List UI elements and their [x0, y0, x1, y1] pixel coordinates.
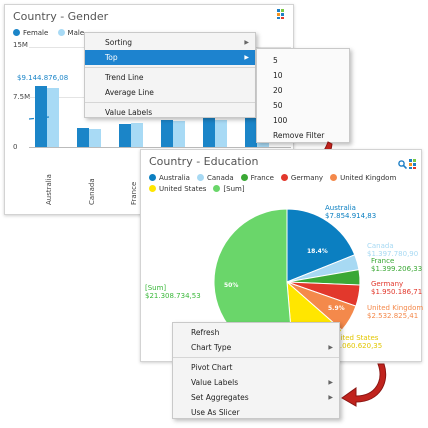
menu-item-use-as-slicer[interactable]: Use As Slicer [191, 408, 240, 417]
svg-text:Germany: Germany [371, 280, 403, 288]
chevron-right-icon: ▶ [328, 379, 333, 386]
legend-dot [240, 174, 248, 181]
legend-dot [149, 174, 156, 181]
top-submenu: 5 10 20 50 100 Remove Filter [256, 48, 350, 143]
y-tick-0: 0 [13, 143, 18, 151]
gender-context-menu: Sorting ▶ Top ▶ Trend Line Average Line Va… [84, 32, 256, 118]
svg-text:$2.532.825,41: $2.532.825,41 [367, 312, 418, 320]
legend-dot [330, 174, 338, 181]
menu-separator [173, 357, 339, 358]
education-legend: Australia Canada France Germany United Kingd… [149, 173, 419, 195]
bar-male-1[interactable] [89, 129, 101, 147]
legend-dot [213, 185, 221, 192]
legend-item-canada[interactable]: Canada [196, 173, 234, 184]
bar-female-0[interactable] [35, 85, 47, 147]
gender-chart-title: Country - Gender [13, 10, 109, 23]
svg-text:[Sum]: [Sum] [145, 284, 166, 292]
education-chart-title: Country - Education [149, 155, 259, 168]
svg-text:$1.399.206,33: $1.399.206,33 [371, 265, 422, 273]
top-option-20[interactable]: 20 [273, 86, 283, 95]
chevron-right-icon: ▶ [244, 54, 249, 61]
legend-dot [280, 174, 288, 181]
slice-label-australia: 18.4% [307, 248, 328, 255]
menu-item-sorting[interactable]: Sorting ▶ [85, 35, 255, 50]
svg-text:$21.308.734,53: $21.308.734,53 [145, 292, 201, 300]
slice-label-uk: 5.9% [328, 305, 345, 312]
top-option-5[interactable]: 5 [273, 56, 278, 65]
menu-item-average-line[interactable]: Average Line [105, 88, 154, 97]
svg-text:$1.397.780,90: $1.397.780,90 [367, 250, 418, 258]
bar-male-4[interactable] [215, 120, 227, 147]
legend-item-female[interactable]: Female [13, 28, 48, 39]
svg-text:United States: United States [331, 334, 379, 342]
y-tick-15m: 15M [13, 41, 28, 49]
menu-item-value-labels[interactable]: Value Labels ▶ [173, 375, 339, 390]
education-chart-panel: Country - Education Australia Canada Franc… [140, 149, 423, 362]
pie-slice-australia[interactable] [286, 208, 356, 283]
bar-female-2[interactable] [119, 124, 131, 147]
legend-item-united-states[interactable]: United States [149, 184, 206, 195]
svg-text:Australia: Australia [325, 204, 356, 212]
svg-text:$1.950.186,71: $1.950.186,71 [371, 288, 422, 296]
menu-item-value-labels[interactable]: Value Labels [105, 108, 153, 117]
slice-label-sum: 50% [224, 282, 238, 289]
remove-filter-option[interactable]: Remove Filter [273, 131, 325, 140]
bar-female-1[interactable] [77, 128, 89, 147]
menu-item-refresh[interactable]: Refresh [191, 328, 220, 337]
grid-icon[interactable] [409, 154, 419, 173]
callout-germany: Germany$1.950.186,71 [371, 280, 422, 296]
callout-canada: Canada$1.397.780,90 [367, 242, 418, 258]
trend-line [29, 116, 50, 120]
bar-female-3[interactable] [161, 119, 173, 147]
svg-text:United Kingdom: United Kingdom [367, 304, 423, 312]
legend-item-male[interactable]: Male [57, 28, 84, 39]
menu-item-pivot-chart[interactable]: Pivot Chart [191, 363, 233, 372]
menu-separator [85, 102, 255, 103]
svg-text:France: France [371, 257, 394, 265]
legend-dot [196, 174, 204, 181]
grid-icon[interactable] [277, 9, 287, 22]
chevron-right-icon: ▶ [244, 39, 249, 46]
top-option-50[interactable]: 50 [273, 101, 283, 110]
callout-united-states: United States$5.060.620,35 [331, 334, 382, 350]
svg-text:Canada: Canada [367, 242, 394, 250]
chevron-right-icon: ▶ [328, 344, 333, 351]
legend-item-united-kingdom[interactable]: United Kingdom [330, 173, 396, 184]
gender-legend: Female Male [13, 28, 91, 39]
callout-united-kingdom: United Kingdom$2.532.825,41 [367, 304, 423, 320]
legend-dot [149, 185, 156, 192]
legend-item--sum-[interactable]: [Sum] [213, 184, 245, 195]
menu-item-trend-line[interactable]: Trend Line [105, 73, 144, 82]
bar-female-5[interactable] [245, 116, 257, 147]
menu-item-set-aggregates[interactable]: Set Aggregates ▶ [173, 390, 339, 405]
callout-australia: Australia$7.854.914,83 [325, 204, 376, 220]
legend-item-germany[interactable]: Germany [280, 173, 323, 184]
top-option-10[interactable]: 10 [273, 71, 283, 80]
bar-male-2[interactable] [131, 123, 143, 147]
menu-separator [85, 67, 255, 68]
bar-male-3[interactable] [173, 121, 185, 147]
x-label-australia: Australia [45, 174, 53, 205]
menu-item-chart-type[interactable]: Chart Type ▶ [173, 340, 339, 355]
legend-item-france[interactable]: France [240, 173, 274, 184]
y-tick-7-5m: 7.5M [13, 93, 31, 101]
curved-arrow-icon [341, 363, 387, 407]
chevron-right-icon: ▶ [328, 394, 333, 401]
bar-female-4[interactable] [203, 118, 215, 147]
x-label-canada: Canada [88, 178, 96, 205]
callout--sum-: [Sum]$21.308.734,53 [145, 284, 201, 300]
menu-item-top[interactable]: Top ▶ [85, 50, 255, 65]
x-label-france: France [130, 181, 138, 205]
callout-france: France$1.399.206,33 [371, 257, 422, 273]
value-label: $9.144.876,08 [17, 74, 69, 82]
svg-text:$7.854.914,83: $7.854.914,83 [325, 212, 376, 220]
bar-male-0[interactable] [47, 88, 59, 147]
legend-item-australia[interactable]: Australia [149, 173, 190, 184]
svg-text:$5.060.620,35: $5.060.620,35 [331, 342, 382, 350]
education-context-menu: Refresh Chart Type ▶ Pivot Chart Value La… [172, 322, 340, 419]
search-icon[interactable] [398, 154, 408, 173]
top-option-100[interactable]: 100 [273, 116, 288, 125]
gridline [29, 147, 291, 148]
